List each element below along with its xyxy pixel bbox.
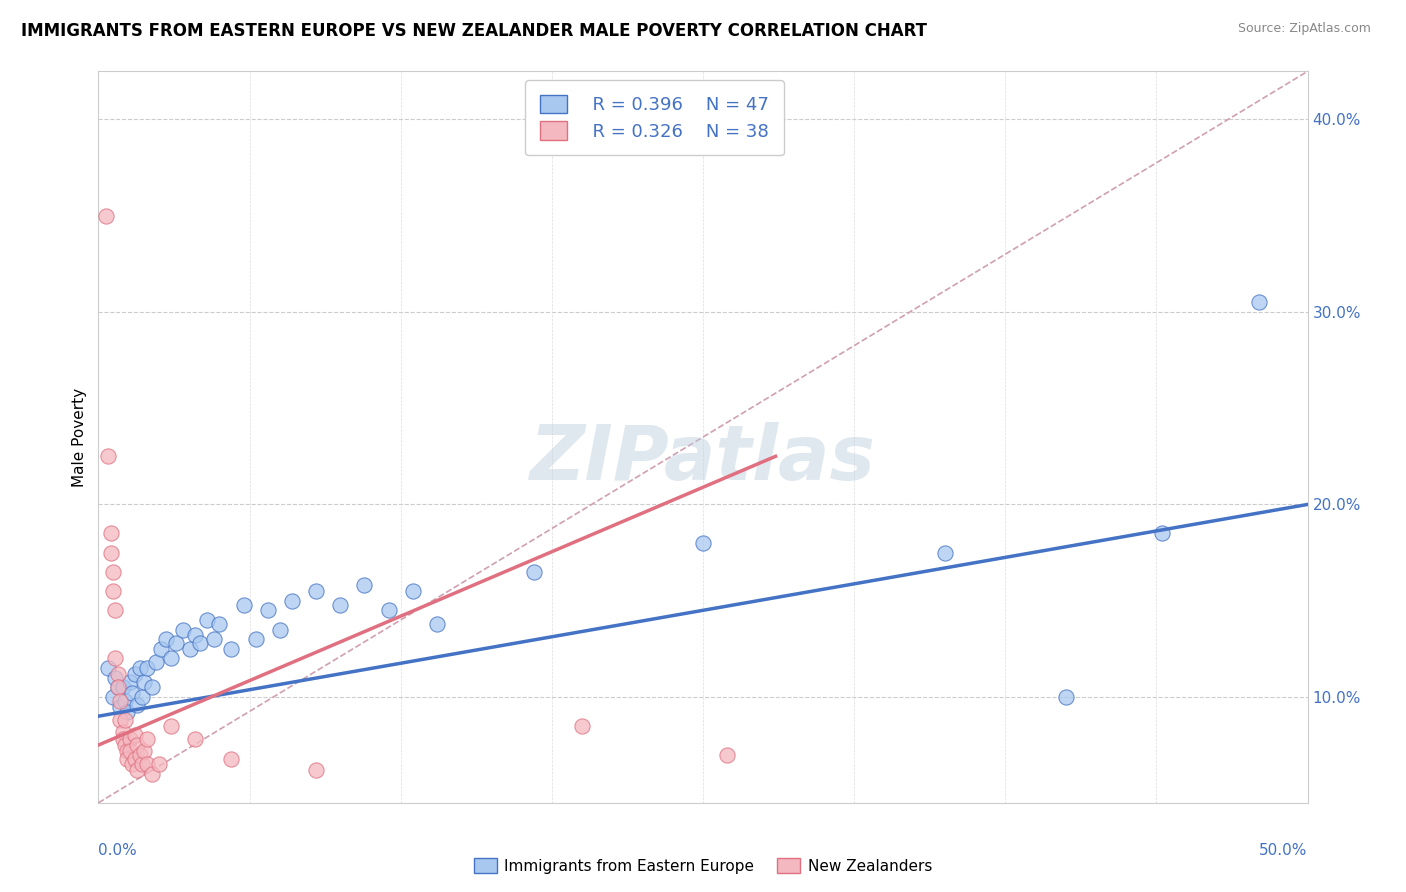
Text: 50.0%: 50.0%: [1260, 843, 1308, 858]
Point: [402, 584, 425, 599]
Point: [934, 545, 956, 559]
Point: [100, 526, 122, 541]
Point: [221, 751, 243, 765]
Point: [121, 686, 143, 700]
Point: [100, 545, 122, 559]
Point: [160, 719, 183, 733]
Point: [195, 613, 218, 627]
Point: [571, 719, 593, 733]
Point: [114, 713, 136, 727]
Point: [141, 767, 163, 781]
Point: [131, 757, 153, 772]
Point: [245, 632, 267, 647]
Point: [104, 651, 127, 665]
Point: [232, 598, 254, 612]
Point: [107, 666, 129, 681]
Point: [117, 751, 139, 765]
Point: [124, 728, 146, 742]
Legend:   R = 0.396    N = 47,   R = 0.326    N = 38: R = 0.396 N = 47, R = 0.326 N = 38: [526, 80, 783, 155]
Point: [145, 655, 167, 669]
Point: [124, 666, 146, 681]
Point: [127, 738, 149, 752]
Point: [134, 674, 156, 689]
Text: Source: ZipAtlas.com: Source: ZipAtlas.com: [1237, 22, 1371, 36]
Point: [128, 661, 150, 675]
Point: [111, 732, 134, 747]
Point: [111, 724, 134, 739]
Point: [107, 681, 129, 695]
Point: [184, 628, 207, 642]
Point: [114, 694, 136, 708]
Point: [117, 706, 139, 720]
Point: [179, 641, 201, 656]
Point: [101, 584, 124, 599]
Point: [121, 757, 143, 772]
Legend: Immigrants from Eastern Europe, New Zealanders: Immigrants from Eastern Europe, New Zeal…: [468, 852, 938, 880]
Point: [97, 450, 120, 464]
Point: [94, 209, 117, 223]
Point: [281, 593, 304, 607]
Point: [128, 747, 150, 762]
Point: [184, 732, 207, 747]
Point: [127, 763, 149, 777]
Point: [101, 690, 124, 704]
Point: [135, 732, 157, 747]
Point: [148, 757, 170, 772]
Point: [117, 744, 139, 758]
Point: [124, 751, 146, 765]
Point: [118, 674, 141, 689]
Point: [426, 616, 449, 631]
Point: [108, 713, 131, 727]
Point: [305, 763, 328, 777]
Point: [305, 584, 328, 599]
Point: [523, 565, 546, 579]
Point: [353, 578, 375, 592]
Point: [101, 565, 124, 579]
Point: [329, 598, 352, 612]
Point: [160, 651, 183, 665]
Point: [1249, 295, 1271, 310]
Point: [155, 632, 177, 647]
Point: [97, 661, 120, 675]
Point: [221, 641, 243, 656]
Point: [107, 681, 129, 695]
Point: [127, 698, 149, 712]
Point: [269, 623, 291, 637]
Point: [134, 744, 156, 758]
Point: [135, 757, 157, 772]
Point: [104, 671, 127, 685]
Point: [208, 616, 231, 631]
Point: [150, 641, 173, 656]
Point: [114, 738, 136, 752]
Point: [118, 732, 141, 747]
Point: [104, 603, 127, 617]
Point: [141, 681, 163, 695]
Point: [111, 681, 134, 695]
Point: [188, 636, 211, 650]
Y-axis label: Male Poverty: Male Poverty: [72, 387, 87, 487]
Point: [165, 636, 187, 650]
Point: [692, 536, 714, 550]
Point: [172, 623, 194, 637]
Point: [135, 661, 157, 675]
Point: [204, 632, 226, 647]
Text: ZIPatlas: ZIPatlas: [530, 422, 876, 496]
Text: IMMIGRANTS FROM EASTERN EUROPE VS NEW ZEALANDER MALE POVERTY CORRELATION CHART: IMMIGRANTS FROM EASTERN EUROPE VS NEW ZE…: [21, 22, 927, 40]
Point: [1152, 526, 1174, 541]
Point: [256, 603, 278, 617]
Point: [118, 744, 141, 758]
Point: [1054, 690, 1077, 704]
Point: [108, 694, 131, 708]
Point: [108, 699, 131, 714]
Point: [131, 690, 153, 704]
Point: [716, 747, 738, 762]
Point: [377, 603, 399, 617]
Text: 0.0%: 0.0%: [98, 843, 138, 858]
